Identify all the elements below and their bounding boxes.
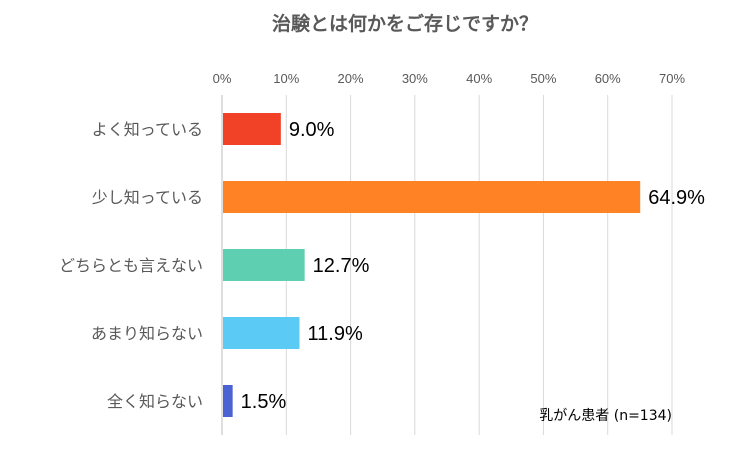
value-label: 64.9% (648, 187, 705, 209)
x-tick-label: 30% (402, 71, 428, 86)
category-label: 少し知っている (92, 188, 203, 207)
value-label: 1.5% (241, 391, 287, 413)
category-label: あまり知らない (91, 324, 203, 343)
category-label: 全く知らない (107, 392, 203, 411)
value-labels: 9.0% 64.9% 12.7% 11.9% 1.5% (241, 119, 705, 413)
x-tick-label: 10% (273, 71, 299, 86)
value-label: 12.7% (313, 255, 370, 277)
x-tick-label: 20% (338, 71, 364, 86)
sample-note: 乳がん患者 (n=134) (539, 408, 672, 424)
x-tick-label: 50% (530, 71, 556, 86)
bar (223, 385, 233, 417)
value-label: 11.9% (308, 323, 363, 345)
x-axis-ticks: 0% 10% 20% 30% 40% 50% 60% 70% (213, 71, 686, 86)
bar (223, 181, 641, 213)
bar (223, 249, 305, 281)
value-label: 9.0% (289, 119, 335, 141)
gridlines (221, 95, 673, 435)
bars (223, 113, 641, 417)
bar (223, 317, 300, 349)
category-label: どちらとも言えない (59, 256, 203, 275)
bar (223, 113, 281, 145)
x-tick-label: 60% (595, 71, 621, 86)
chart-title: 治験とは何かをご存じですか？ (272, 12, 538, 35)
x-tick-label: 40% (466, 71, 492, 86)
x-tick-label: 0% (213, 71, 232, 86)
category-label: よく知っている (92, 120, 203, 139)
x-tick-label: 70% (659, 71, 685, 86)
